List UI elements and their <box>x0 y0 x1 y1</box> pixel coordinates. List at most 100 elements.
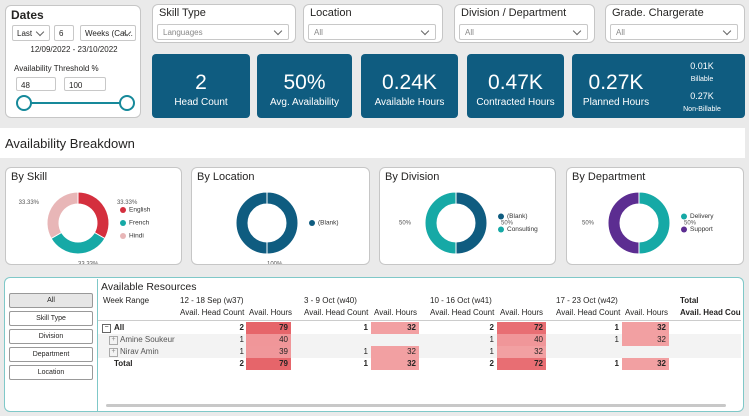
legend-marker <box>120 220 126 226</box>
head-count-cell: 1 <box>239 347 244 356</box>
legend-marker <box>120 233 126 239</box>
donut-slice <box>638 191 671 255</box>
chevron <box>35 27 45 37</box>
slicer-title: Division / Department <box>461 7 567 19</box>
hours-cell-bg <box>371 346 419 358</box>
section-bar: Availability Breakdown <box>0 128 745 158</box>
legend-marker <box>120 207 126 213</box>
donut-slice <box>607 191 640 255</box>
slicer: Skill Type Languages <box>152 4 296 43</box>
threshold-max[interactable]: 100 <box>64 77 106 91</box>
legend-label: French <box>129 220 150 227</box>
count-input[interactable]: 6 <box>54 25 74 41</box>
scrollbar-track[interactable] <box>106 404 726 407</box>
data-label: 33.33% <box>19 200 40 206</box>
kpi-label: Available Hours <box>374 97 445 108</box>
column-header: Avail. Head Count <box>304 308 369 317</box>
data-label: 50% <box>501 221 514 227</box>
column-header: Avail. Hours <box>249 308 292 317</box>
kpi-value: 0.24K <box>382 71 437 94</box>
column-header: Avail. Hours <box>625 308 668 317</box>
hours-cell-bg <box>371 358 419 370</box>
hours-cell: 32 <box>657 359 666 368</box>
head-count-cell: 1 <box>363 359 368 368</box>
hours-cell-bg <box>371 322 419 334</box>
kpi-card: 0.47K Contracted Hours <box>467 54 564 118</box>
column-header: Avail. Head Count <box>680 308 741 317</box>
legend-label: Consulting <box>507 226 538 233</box>
filter-button[interactable]: Department <box>9 347 93 362</box>
dates-title: Dates <box>11 8 44 22</box>
legend-label: English <box>129 207 151 214</box>
column-header: Avail. Hours <box>500 308 543 317</box>
hours-cell-bg <box>246 358 291 370</box>
donut-chart: 50%50%(Blank)Consulting <box>399 191 538 255</box>
chart-title: By Department <box>572 171 646 183</box>
legend-marker <box>309 220 315 226</box>
data-label: 100% <box>267 262 283 264</box>
slicer-dropdown[interactable]: Languages <box>157 24 289 40</box>
hours-cell-bg <box>246 322 291 334</box>
slider-handle[interactable] <box>16 95 32 111</box>
head-count-cell: 2 <box>239 359 244 368</box>
breakdown-panel: By Division 50% 50% (Blank) Consulting <box>379 167 556 265</box>
kpi-split-value: 0.01K <box>690 61 714 71</box>
slider-handle[interactable] <box>119 95 135 111</box>
hours-cell: 79 <box>279 323 288 332</box>
kpi-label: Avg. Availability <box>269 97 340 108</box>
dates-panel: Dates Last 6 Weeks (Cal... 12/09/2022 - 23/1… <box>5 5 141 118</box>
row-label: Total <box>114 359 133 368</box>
slicer-dropdown[interactable]: All <box>459 24 588 40</box>
hours-cell: 39 <box>279 347 288 356</box>
threshold-min[interactable]: 48 <box>16 77 56 91</box>
hours-cell: 32 <box>407 323 416 332</box>
chevron <box>420 26 430 36</box>
chevron <box>122 27 132 37</box>
head-count-cell: 1 <box>489 347 494 356</box>
slider-track <box>24 102 128 104</box>
slicer-title: Location <box>310 7 352 19</box>
chevron <box>273 26 283 36</box>
head-count-cell: 2 <box>489 359 494 368</box>
head-count-cell: 1 <box>363 323 368 332</box>
filter-button[interactable]: Location <box>9 365 93 380</box>
filter-button[interactable]: Division <box>9 329 93 344</box>
week-header: 3 - 9 Oct (w40) <box>304 296 357 305</box>
legend-marker <box>498 226 504 233</box>
donut-slice <box>50 231 106 255</box>
head-count-cell: 2 <box>489 323 494 332</box>
head-count-cell: 1 <box>239 335 244 344</box>
kpi-label: Planned Hours <box>582 97 650 108</box>
row-label: Nirav Amin <box>120 347 159 356</box>
legend-marker <box>681 226 687 233</box>
column-header: Avail. Head Count <box>430 308 495 317</box>
slicer-dropdown[interactable]: All <box>610 24 738 40</box>
period-dropdown[interactable]: Last <box>12 25 50 41</box>
unit-dropdown[interactable]: Weeks (Cal... <box>80 25 136 41</box>
kpi-split-value: 0.27K <box>690 91 714 101</box>
legend-marker <box>498 213 504 220</box>
expand-icon[interactable]: + <box>109 336 118 345</box>
head-count-cell: 2 <box>239 323 244 332</box>
filter-button[interactable]: Skill Type <box>9 311 93 326</box>
corner-label: Week Range <box>103 296 150 305</box>
slicer-title: Skill Type <box>159 7 206 19</box>
slicer: Grade. Chargerate All <box>605 4 745 43</box>
slicer-title: Grade. Chargerate <box>612 7 704 19</box>
hours-cell: 32 <box>657 335 666 344</box>
expand-icon[interactable]: + <box>109 348 118 357</box>
hours-cell-bg <box>622 322 669 334</box>
breakdown-panel: By Location 100% (Blank) <box>191 167 370 265</box>
kpi-card: 2 Head Count <box>152 54 250 118</box>
hours-cell-bg <box>497 334 546 346</box>
table: Available Resources Week Range 12 - 18 Sep… <box>97 279 741 411</box>
resources-panel: All Skill Type Division Department Location A… <box>4 277 744 412</box>
kpi-value: 50% <box>283 71 326 94</box>
week-header: 10 - 16 Oct (w41) <box>430 296 492 305</box>
slicer-dropdown[interactable]: All <box>308 24 436 40</box>
kpi-value: 0.27K <box>588 71 644 94</box>
data-label: 50% <box>399 221 412 227</box>
filter-button[interactable]: All <box>9 293 93 308</box>
